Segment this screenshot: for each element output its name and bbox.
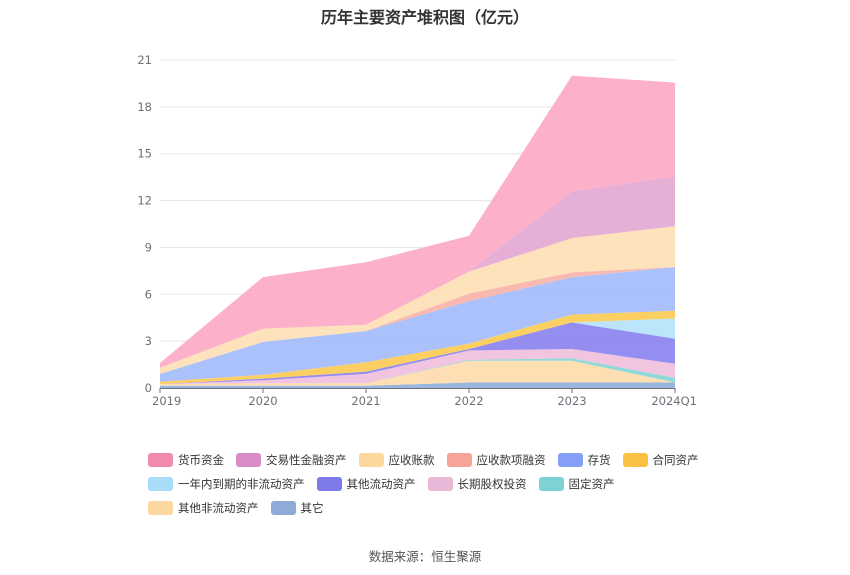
legend-label: 应收账款 [388, 453, 435, 467]
legend-item[interactable]: 一年内到期的非流动资产 [148, 476, 305, 492]
legend-swatch [270, 501, 296, 515]
legend-label: 应收款项融资 [476, 453, 546, 467]
stacked-area-chart: 0 3 6 9 12 15 18 21 2019 2020 2021 2022 2023 2024Q1 [137, 53, 697, 408]
chart-title: 历年主要资产堆积图（亿元） [320, 8, 529, 27]
y-tick-label: 12 [137, 194, 152, 208]
legend-swatch [148, 453, 173, 467]
area-series [160, 176, 675, 368]
source-note: 数据来源：恒生聚源 [368, 549, 482, 564]
x-tick-label: 2024Q1 [651, 394, 697, 408]
legend-swatch [316, 477, 342, 491]
y-tick-label: 3 [145, 334, 152, 348]
y-tick-label: 9 [145, 240, 152, 254]
legend-label: 交易性金融资产 [266, 453, 347, 467]
legend-swatch [622, 453, 648, 467]
legend-label: 其它 [300, 501, 324, 515]
area-series [160, 267, 675, 382]
legend-swatch [557, 453, 583, 467]
y-tick-label: 18 [137, 100, 152, 114]
legend-item[interactable]: 长期股权投资 [427, 476, 527, 492]
area-series [160, 322, 675, 385]
legend-label: 存货 [587, 453, 611, 467]
x-tick-label: 2021 [351, 394, 380, 408]
legend-row: 其他非流动资产 其它 [148, 496, 728, 520]
area-series [160, 226, 675, 374]
x-tick-label: 2019 [152, 394, 181, 408]
legend-item[interactable]: 其他非流动资产 [148, 500, 259, 516]
legend-label: 货币资金 [178, 453, 224, 467]
legend-item[interactable]: 交易性金融资产 [236, 452, 347, 468]
area-series [160, 310, 675, 385]
x-tick-label: 2022 [454, 394, 483, 408]
y-tick-label: 15 [137, 147, 152, 161]
legend-label: 合同资产 [652, 453, 699, 467]
area-series [160, 382, 675, 388]
legend-item[interactable]: 合同资产 [622, 452, 699, 468]
area-series [160, 318, 675, 385]
legend-item[interactable]: 存货 [557, 452, 611, 468]
legend-swatch [538, 477, 564, 491]
legend-item[interactable]: 货币资金 [148, 452, 224, 468]
y-tick-label: 21 [137, 53, 152, 67]
legend-row: 一年内到期的非流动资产 其他流动资产 长期股权投资 固定资产 [148, 472, 728, 496]
x-tick-label: 2023 [557, 394, 586, 408]
legend-item[interactable]: 应收款项融资 [446, 452, 546, 468]
area-series [160, 349, 675, 385]
y-tick-label: 0 [145, 381, 152, 395]
area-series [160, 75, 675, 368]
legend-swatch [148, 501, 173, 515]
area-series [160, 360, 675, 386]
legend-swatch [148, 477, 173, 491]
y-tick-label: 6 [145, 287, 152, 301]
legend-swatch [446, 453, 472, 467]
area-series-layer [160, 75, 675, 388]
legend-label: 其他非流动资产 [178, 501, 259, 515]
legend-label: 一年内到期的非流动资产 [178, 477, 305, 491]
legend-item[interactable]: 其它 [270, 500, 324, 516]
legend-item[interactable]: 应收账款 [358, 452, 435, 468]
x-tick-label: 2020 [248, 394, 277, 408]
legend-swatch [427, 477, 453, 491]
legend-row: 货币资金 交易性金融资产 应收账款 应收款项融资 存货 合同资产 [148, 448, 728, 472]
legend-label: 其他流动资产 [346, 477, 416, 491]
legend-label: 长期股权投资 [457, 477, 527, 491]
legend-swatch [358, 453, 384, 467]
legend: 货币资金 交易性金融资产 应收账款 应收款项融资 存货 合同资产 一年内到期的非流动资产 其他… [148, 448, 728, 520]
axes: 0 3 6 9 12 15 18 21 2019 2020 2021 2022 2023 2024Q1 [137, 53, 697, 408]
legend-item[interactable]: 其他流动资产 [316, 476, 416, 492]
legend-label: 固定资产 [568, 477, 615, 491]
legend-swatch [236, 453, 261, 467]
legend-item[interactable]: 固定资产 [538, 476, 615, 492]
